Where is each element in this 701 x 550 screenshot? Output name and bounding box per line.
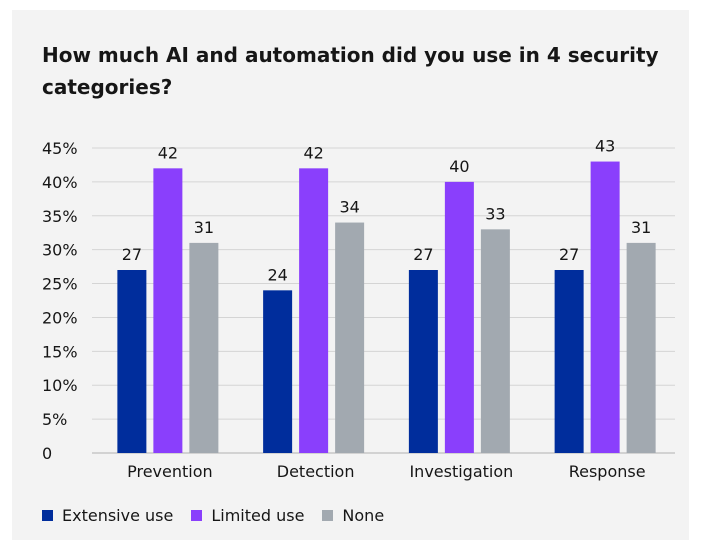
bar bbox=[335, 222, 365, 453]
data-label: 27 bbox=[559, 245, 579, 264]
y-tick-label: 30% bbox=[42, 241, 78, 260]
bar bbox=[554, 270, 584, 453]
legend-swatch bbox=[191, 509, 203, 521]
legend-swatch bbox=[322, 509, 334, 521]
data-label: 27 bbox=[413, 245, 433, 264]
y-tick-label: 0 bbox=[42, 444, 52, 463]
data-label: 31 bbox=[631, 218, 651, 237]
legend-item: Limited use bbox=[191, 506, 304, 525]
data-label: 42 bbox=[158, 143, 178, 162]
legend-label: Extensive use bbox=[62, 505, 174, 525]
bar bbox=[480, 229, 510, 453]
y-tick-label: 20% bbox=[42, 308, 78, 327]
y-tick-label: 25% bbox=[42, 275, 78, 294]
bar bbox=[117, 270, 147, 453]
legend-swatch bbox=[42, 509, 53, 521]
y-tick-label: 40% bbox=[42, 173, 78, 192]
data-label: 40 bbox=[449, 157, 469, 176]
legend-label: None bbox=[342, 505, 385, 525]
legend-item: None bbox=[322, 506, 384, 525]
bar bbox=[299, 168, 329, 454]
bar bbox=[263, 290, 293, 453]
y-tick-label: 35% bbox=[42, 207, 78, 226]
chart-title: How much AI and automation did you use i… bbox=[42, 43, 659, 99]
bar-chart: 0 5% 10% 15% 20% 25% 30% 35% 40% 45% 27 42 31 Prevent… bbox=[42, 137, 675, 481]
x-tick-label: Response bbox=[569, 462, 646, 481]
bar bbox=[590, 161, 620, 454]
y-tick-label: 45% bbox=[42, 139, 78, 158]
bar bbox=[626, 242, 656, 453]
legend-label: Limited use bbox=[211, 505, 305, 525]
chart-card: How much AI and automation did you use i… bbox=[12, 10, 689, 540]
y-tick-label: 5% bbox=[42, 410, 67, 429]
y-tick-label: 15% bbox=[42, 342, 78, 361]
data-label: 42 bbox=[303, 143, 323, 162]
chart-legend: Extensive use Limited use None bbox=[42, 504, 402, 526]
data-label: 43 bbox=[595, 137, 615, 156]
bar bbox=[189, 242, 219, 453]
data-label: 27 bbox=[122, 245, 142, 264]
data-label: 34 bbox=[339, 198, 359, 217]
x-tick-label: Investigation bbox=[409, 462, 513, 481]
data-label: 24 bbox=[267, 265, 287, 284]
x-tick-label: Prevention bbox=[127, 462, 213, 481]
bar bbox=[444, 181, 474, 453]
bar bbox=[153, 168, 183, 454]
data-label: 33 bbox=[485, 204, 505, 223]
bar bbox=[408, 270, 438, 453]
x-tick-label: Detection bbox=[277, 462, 355, 481]
y-tick-label: 10% bbox=[42, 376, 78, 395]
data-label: 31 bbox=[194, 218, 214, 237]
legend-item: Extensive use bbox=[42, 506, 173, 525]
